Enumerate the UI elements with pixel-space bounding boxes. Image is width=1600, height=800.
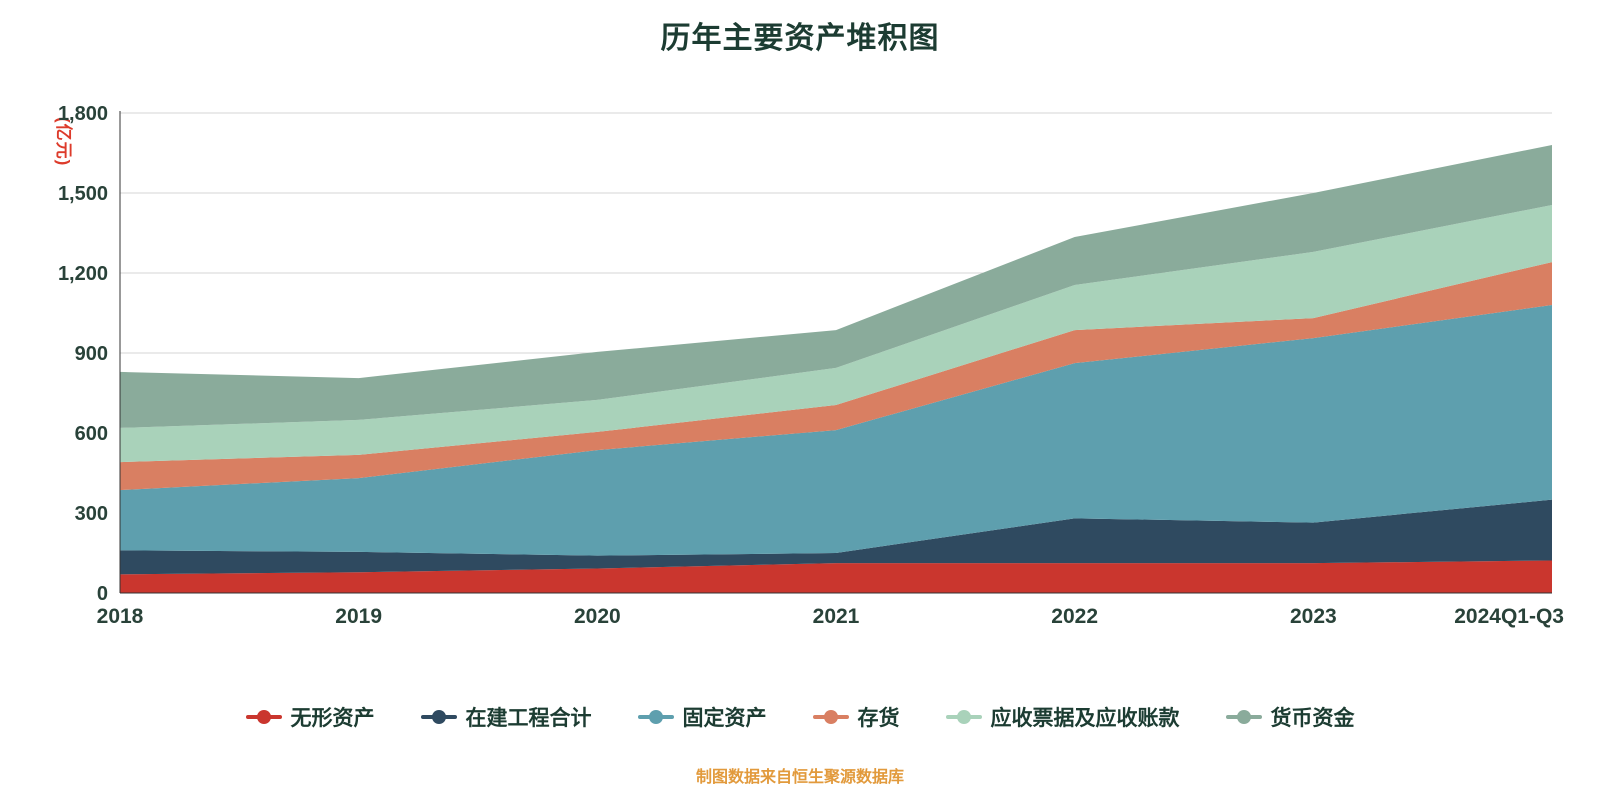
legend-label: 无形资产 [290, 707, 375, 730]
y-tick-label-1800: 1,800 [58, 103, 108, 125]
chart-legend: 无形资产 在建工程合计 固定资产 存货 应收票据及应收账款 货币资金 [0, 702, 1600, 732]
legend-marker-icon [637, 710, 674, 724]
stack-area-fixed-assets [120, 305, 1552, 556]
legend-label: 固定资产 [682, 707, 767, 730]
x-tick-label-1: 2019 [335, 605, 382, 628]
legend-label: 货币资金 [1270, 707, 1355, 730]
y-tick-label-600: 600 [75, 423, 108, 445]
legend-item-notes-and-accounts-receivable[interactable]: 应收票据及应收账款 [945, 702, 1180, 732]
x-tick-label-6: 2024Q1-Q3 [1454, 605, 1564, 628]
legend-label: 在建工程合计 [465, 707, 592, 730]
y-tick-label-1200: 1,200 [58, 263, 108, 285]
legend-item-inventory[interactable]: 存货 [812, 702, 900, 732]
x-tick-label-4: 2022 [1051, 605, 1098, 628]
legend-marker-icon [812, 710, 849, 724]
stack-area-monetary-funds [120, 145, 1552, 428]
x-tick-label-3: 2021 [813, 605, 860, 628]
stack-area-inventory [120, 262, 1552, 491]
legend-marker-icon [945, 710, 982, 724]
legend-item-intangible-assets[interactable]: 无形资产 [245, 702, 375, 732]
y-tick-label-900: 900 [75, 343, 108, 365]
legend-label: 存货 [857, 707, 900, 730]
x-tick-label-2: 2020 [574, 605, 621, 628]
y-tick-label-0: 0 [97, 583, 108, 605]
stack-area-construction-in-progress [120, 499, 1552, 575]
legend-label: 应收票据及应收账款 [990, 707, 1180, 730]
legend-marker-icon [1225, 710, 1262, 724]
stack-area-intangible-assets [120, 560, 1552, 593]
y-tick-label-300: 300 [75, 503, 108, 525]
legend-item-construction-in-progress[interactable]: 在建工程合计 [420, 702, 592, 732]
x-tick-label-5: 2023 [1290, 605, 1337, 628]
legend-item-fixed-assets[interactable]: 固定资产 [637, 702, 767, 732]
chart-title: 历年主要资产堆积图 [660, 22, 940, 55]
legend-marker-icon [420, 710, 457, 724]
data-source-note: 制图数据来自恒生聚源数据库 [695, 769, 904, 786]
stack-area-notes-and-accounts-receivable [120, 205, 1552, 463]
legend-marker-icon [245, 710, 282, 724]
legend-item-monetary-funds[interactable]: 货币资金 [1225, 702, 1355, 732]
x-tick-label-0: 2018 [97, 605, 144, 628]
y-tick-label-1500: 1,500 [58, 183, 108, 205]
